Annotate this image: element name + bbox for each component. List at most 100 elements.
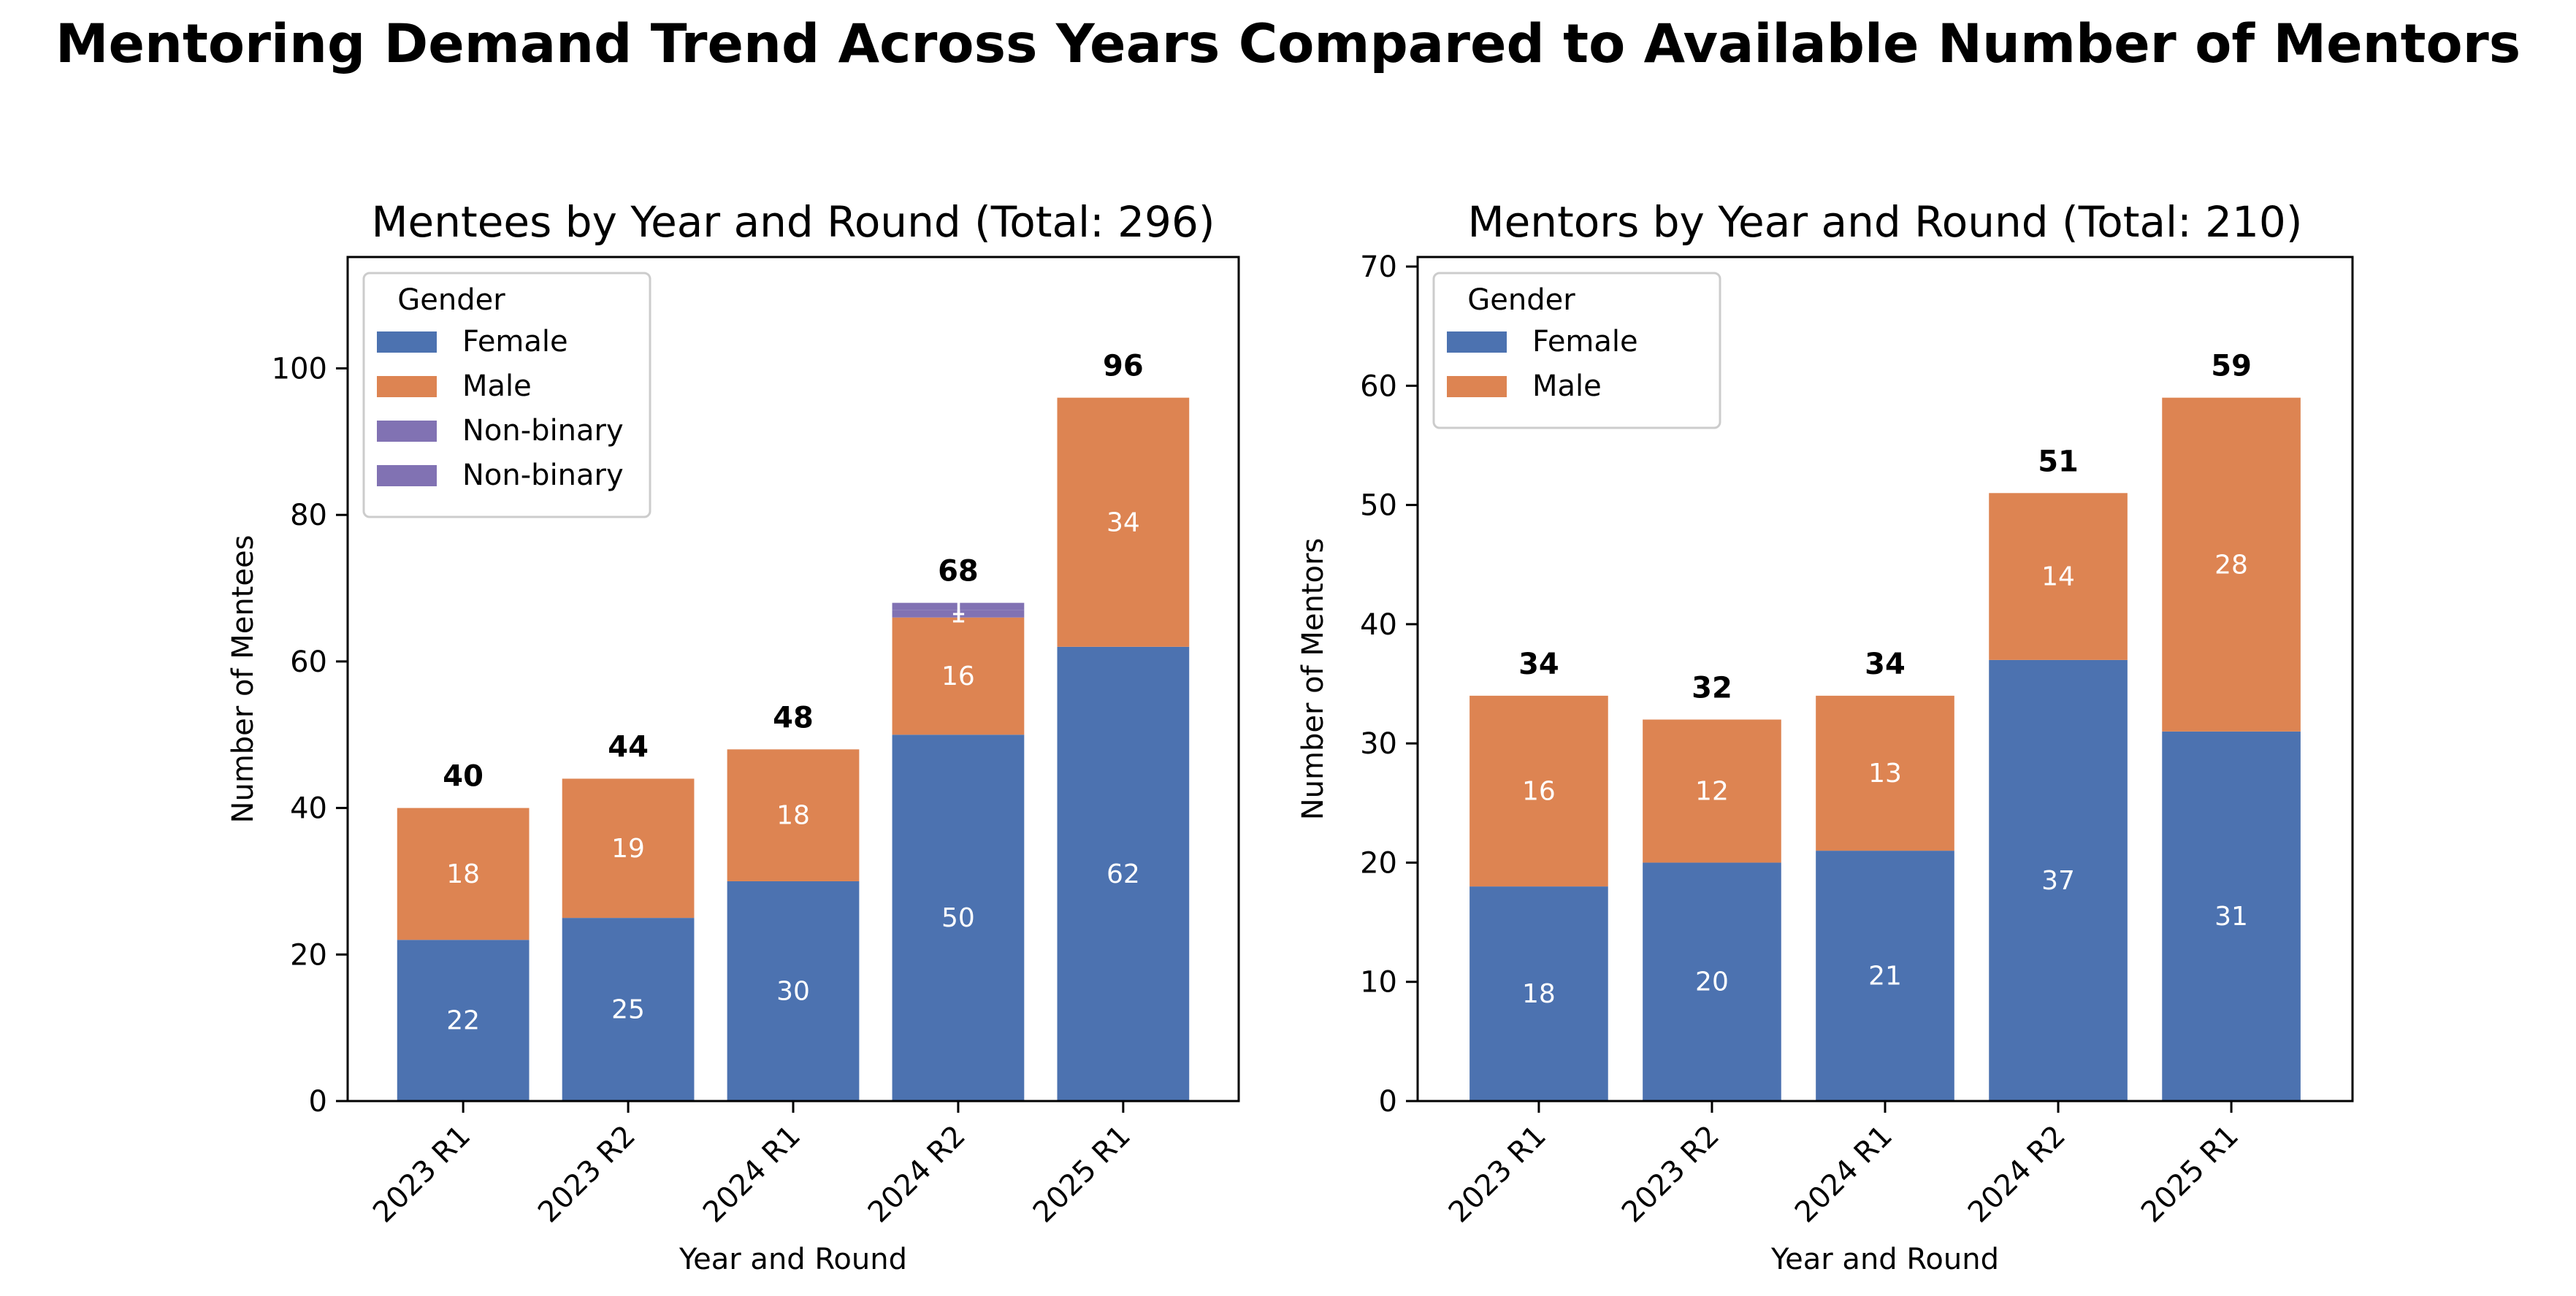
total-label-2024-r2: 51 bbox=[2038, 445, 2079, 478]
legend-swatch-non-binary bbox=[377, 465, 437, 486]
figure-title: Mentoring Demand Trend Across Years Comp… bbox=[55, 13, 2521, 75]
segment-label-non-binary-2024-r2: 1 bbox=[949, 592, 966, 622]
bar-female-2023-r1 bbox=[397, 940, 530, 1101]
segment-label-female-2024-r2: 50 bbox=[941, 903, 975, 933]
total-label-2024-r1: 34 bbox=[1865, 648, 1906, 681]
y-tick-label: 20 bbox=[290, 938, 327, 972]
bar-male-2023-r2 bbox=[1643, 719, 1781, 863]
x-axis-label: Year and Round bbox=[679, 1243, 907, 1276]
bar-male-2024-r2 bbox=[892, 617, 1025, 735]
bar-female-2023-r1 bbox=[1469, 886, 1608, 1101]
legend-swatch-male bbox=[377, 376, 437, 397]
bar-non-binary-2024-r2 bbox=[892, 602, 1025, 610]
legend-swatch-male bbox=[1447, 376, 1507, 397]
mentors-chart: Mentors by Year and Round (Total: 210) 18… bbox=[1296, 197, 2354, 1276]
bar-male-2024-r1 bbox=[727, 749, 860, 881]
chart-title: Mentors by Year and Round (Total: 210) bbox=[1468, 197, 2303, 247]
y-tick-label: 40 bbox=[1360, 608, 1397, 642]
segment-label-female-2025-r1: 62 bbox=[1107, 859, 1140, 889]
segment-label-female-2024-r1: 21 bbox=[1868, 962, 1902, 992]
bar-female-2025-r1 bbox=[1057, 646, 1190, 1101]
bar-female-2024-r2 bbox=[892, 735, 1025, 1101]
segment-label-female-2024-r2: 37 bbox=[2041, 866, 2075, 896]
y-tick-label: 60 bbox=[1360, 369, 1397, 403]
y-tick-label: 0 bbox=[1379, 1085, 1397, 1119]
y-axis-label: Number of Mentees bbox=[226, 535, 260, 824]
y-tick-label: 50 bbox=[1360, 489, 1397, 523]
chart-title: Mentees by Year and Round (Total: 296) bbox=[372, 197, 1215, 247]
legend-label-non-binary: Non-binary bbox=[462, 459, 624, 492]
segment-label-male-2023-r2: 12 bbox=[1695, 776, 1729, 806]
legend-label-female: Female bbox=[1532, 325, 1638, 358]
segment-label-male-2024-r2: 16 bbox=[941, 662, 975, 691]
segment-label-female-2023-r2: 25 bbox=[611, 995, 645, 1025]
total-label-2025-r1: 59 bbox=[2211, 350, 2252, 383]
bar-male-2023-r1 bbox=[1469, 695, 1608, 887]
segment-label-female-2025-r1: 31 bbox=[2214, 902, 2248, 932]
total-label-2023-r1: 40 bbox=[443, 760, 484, 794]
x-tick-label: 2024 R2 bbox=[1962, 1119, 2072, 1230]
x-tick-label: 2023 R2 bbox=[532, 1119, 642, 1230]
x-tick-label: 2023 R1 bbox=[1442, 1119, 1553, 1230]
y-tick-label: 10 bbox=[1360, 966, 1397, 1000]
x-tick-label: 2023 R2 bbox=[1616, 1119, 1726, 1230]
bar-female-2024-r1 bbox=[727, 881, 860, 1101]
bar-male-2024-r1 bbox=[1816, 695, 1954, 851]
bar-male-2023-r2 bbox=[562, 778, 695, 919]
x-tick-label: 2025 R1 bbox=[2135, 1119, 2245, 1230]
y-tick-label: 30 bbox=[1360, 727, 1397, 761]
total-label-2023-r2: 32 bbox=[1692, 672, 1732, 705]
legend-swatch-non-binary bbox=[377, 421, 437, 442]
bar-non-binary-2024-r2 bbox=[892, 610, 1025, 618]
x-axis-label: Year and Round bbox=[1770, 1243, 1999, 1276]
total-label-2025-r1: 96 bbox=[1103, 350, 1144, 383]
total-label-2023-r2: 44 bbox=[608, 730, 649, 764]
x-tick-label: 2024 R1 bbox=[697, 1119, 807, 1230]
segment-label-male-2024-r1: 18 bbox=[776, 801, 810, 831]
segment-label-male-2025-r1: 28 bbox=[2214, 550, 2248, 580]
segment-label-female-2023-r1: 22 bbox=[446, 1006, 480, 1036]
y-tick-label: 20 bbox=[1360, 846, 1397, 880]
total-label-2024-r2: 68 bbox=[938, 555, 979, 588]
segment-label-male-2024-r1: 13 bbox=[1868, 759, 1902, 789]
legend-label-non-binary: Non-binary bbox=[462, 414, 624, 448]
x-tick-label: 2023 R1 bbox=[367, 1119, 477, 1230]
legend-label-male: Male bbox=[462, 369, 532, 403]
mentees-chart: Mentees by Year and Round (Total: 296) 22… bbox=[226, 197, 1240, 1276]
legend-swatch-female bbox=[377, 331, 437, 353]
segment-label-female-2023-r2: 20 bbox=[1695, 967, 1729, 997]
legend-label-male: Male bbox=[1532, 369, 1602, 403]
bar-male-2025-r1 bbox=[1057, 397, 1190, 647]
y-tick-label: 70 bbox=[1360, 250, 1397, 284]
y-tick-label: 100 bbox=[272, 353, 327, 386]
x-tick-label: 2024 R1 bbox=[1789, 1119, 1899, 1230]
bar-male-2024-r2 bbox=[1989, 493, 2128, 660]
bar-female-2023-r2 bbox=[1643, 862, 1781, 1101]
segment-label-male-2025-r1: 34 bbox=[1107, 507, 1140, 537]
bar-female-2025-r1 bbox=[2162, 731, 2301, 1101]
segment-label-female-2023-r1: 18 bbox=[1522, 979, 1556, 1009]
x-tick-label: 2024 R2 bbox=[862, 1119, 972, 1230]
segment-label-male-2023-r1: 18 bbox=[446, 859, 480, 889]
x-tick-label: 2025 R1 bbox=[1027, 1119, 1137, 1230]
segment-label-female-2024-r1: 30 bbox=[776, 976, 810, 1006]
y-tick-label: 0 bbox=[309, 1085, 327, 1119]
bar-male-2025-r1 bbox=[2162, 397, 2301, 732]
y-tick-label: 60 bbox=[290, 645, 327, 679]
y-axis-label: Number of Mentors bbox=[1296, 538, 1330, 821]
total-label-2023-r1: 34 bbox=[1518, 648, 1559, 681]
bar-female-2024-r1 bbox=[1816, 851, 1954, 1101]
legend-title: Gender bbox=[1467, 283, 1575, 317]
segment-label-male-2023-r1: 16 bbox=[1522, 776, 1556, 806]
y-tick-label: 80 bbox=[290, 499, 327, 532]
total-label-2024-r1: 48 bbox=[773, 701, 814, 735]
bar-male-2023-r1 bbox=[397, 808, 530, 940]
legend-label-female: Female bbox=[462, 325, 568, 358]
legend-swatch-female bbox=[1447, 331, 1507, 353]
segment-label-male-2023-r2: 19 bbox=[611, 834, 645, 864]
segment-label-male-2024-r2: 14 bbox=[2041, 562, 2075, 592]
bar-female-2023-r2 bbox=[562, 918, 695, 1101]
y-tick-label: 40 bbox=[290, 792, 327, 826]
bar-female-2024-r2 bbox=[1989, 659, 2128, 1101]
